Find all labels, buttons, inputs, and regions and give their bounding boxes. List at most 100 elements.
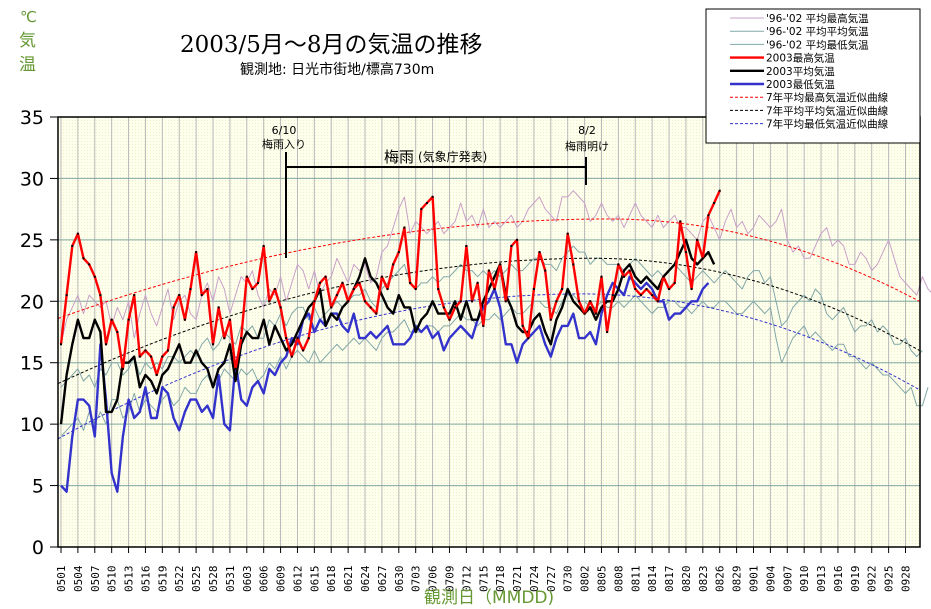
x-tick-label: 0522 bbox=[173, 566, 186, 593]
max-temp-marker bbox=[290, 355, 293, 358]
max-temp-marker bbox=[245, 275, 248, 278]
x-tick-label: 0621 bbox=[342, 566, 355, 593]
max-temp-marker bbox=[296, 337, 299, 340]
max-temp-marker bbox=[223, 337, 226, 340]
max-temp-marker bbox=[555, 300, 558, 303]
max-temp-marker bbox=[65, 294, 68, 297]
y-axis-label-char1: 気 bbox=[19, 31, 36, 51]
series-line-1 bbox=[60, 245, 923, 388]
legend-label: 7年平均最低気温近似曲線 bbox=[766, 118, 889, 131]
max-temp-marker bbox=[217, 306, 220, 309]
max-temp-marker bbox=[482, 324, 485, 327]
max-temp-marker bbox=[431, 195, 434, 198]
max-temp-marker bbox=[437, 288, 440, 290]
max-temp-marker bbox=[572, 263, 575, 266]
max-temp-marker bbox=[110, 318, 113, 321]
max-temp-marker bbox=[228, 318, 231, 321]
y-tick-label: 10 bbox=[20, 414, 44, 436]
max-temp-marker bbox=[234, 367, 237, 370]
max-temp-marker bbox=[105, 343, 108, 346]
legend-label: 7年平均最高気温近似曲線 bbox=[766, 91, 889, 104]
max-temp-marker bbox=[364, 300, 367, 303]
x-tick-label: 0721 bbox=[511, 566, 524, 593]
series-line-2 bbox=[60, 294, 929, 437]
max-temp-marker bbox=[448, 318, 451, 321]
y-tick-label: 15 bbox=[20, 353, 44, 375]
max-temp-marker bbox=[521, 324, 524, 327]
max-temp-marker bbox=[454, 306, 457, 309]
max-temp-marker bbox=[88, 263, 91, 266]
max-temp-marker bbox=[690, 288, 693, 290]
max-temp-marker bbox=[335, 294, 338, 297]
max-temp-marker bbox=[606, 331, 609, 333]
max-temp-marker bbox=[499, 263, 502, 266]
x-tick-label: 0507 bbox=[89, 566, 102, 593]
max-temp-marker bbox=[544, 269, 547, 272]
max-temp-marker bbox=[668, 288, 671, 290]
x-tick-label: 0618 bbox=[325, 566, 338, 593]
max-temp-marker bbox=[262, 245, 265, 247]
max-temp-marker bbox=[527, 337, 530, 340]
x-tick-label: 0703 bbox=[410, 566, 423, 593]
max-temp-marker bbox=[273, 288, 276, 290]
x-tick-label: 0922 bbox=[866, 566, 879, 593]
x-tick-label: 0510 bbox=[106, 566, 119, 593]
chart-title: 2003/5月～8月の気温の推移 bbox=[180, 32, 483, 58]
x-tick-label: 0525 bbox=[190, 566, 203, 593]
max-temp-marker bbox=[324, 275, 327, 278]
max-temp-marker bbox=[195, 251, 198, 254]
y-tick-label: 35 bbox=[20, 107, 44, 129]
max-temp-marker bbox=[189, 288, 192, 290]
max-temp-marker bbox=[656, 300, 659, 303]
x-tick-label: 0624 bbox=[359, 565, 372, 592]
x-tick-label: 0919 bbox=[849, 566, 862, 593]
x-tick-label: 0519 bbox=[156, 566, 169, 593]
x-tick-label: 0910 bbox=[798, 566, 811, 593]
max-temp-marker bbox=[623, 275, 625, 278]
series-line-6 bbox=[57, 218, 920, 319]
max-temp-marker bbox=[392, 263, 395, 266]
max-temp-marker bbox=[532, 288, 535, 290]
y-tick-label: 20 bbox=[20, 291, 44, 313]
max-temp-marker bbox=[465, 245, 468, 247]
legend-label: '96-'02 平均平均気温 bbox=[766, 25, 869, 38]
max-temp-marker bbox=[403, 226, 406, 229]
max-temp-marker bbox=[684, 251, 687, 254]
max-temp-marker bbox=[279, 306, 282, 309]
x-tick-label: 0820 bbox=[680, 566, 693, 593]
max-temp-marker bbox=[651, 294, 654, 297]
legend: '96-'02 平均最高気温'96-'02 平均平均気温'96-'02 平均最低… bbox=[705, 8, 921, 144]
x-tick-label: 0817 bbox=[663, 566, 676, 593]
x-tick-label: 0504 bbox=[72, 565, 85, 592]
max-temp-marker bbox=[493, 288, 496, 290]
max-temp-marker bbox=[121, 367, 124, 370]
x-tick-label: 0709 bbox=[443, 566, 456, 593]
chart-subtitle: 観測地: 日光市街地/標高730m bbox=[240, 61, 434, 78]
x-tick-label: 0913 bbox=[815, 566, 828, 593]
max-temp-marker bbox=[470, 300, 473, 303]
y-tick-label: 5 bbox=[32, 476, 44, 498]
x-tick-label: 0516 bbox=[139, 566, 152, 593]
x-tick-label: 0730 bbox=[562, 566, 575, 593]
max-temp-marker bbox=[71, 245, 74, 247]
max-temp-marker bbox=[76, 232, 79, 235]
x-tick-label: 0901 bbox=[747, 566, 760, 593]
max-temp-marker bbox=[645, 288, 648, 290]
x-tick-label: 0925 bbox=[883, 566, 896, 593]
x-tick-label: 0802 bbox=[579, 566, 592, 593]
tsuyu-main-label: 梅雨 bbox=[384, 148, 414, 166]
x-tick-label: 0727 bbox=[545, 566, 558, 593]
max-temp-marker bbox=[662, 275, 665, 278]
max-temp-marker bbox=[459, 300, 462, 303]
x-axis: 0501 0504 0507 0510 0513 0516 0519 0522 0525 0528… bbox=[55, 547, 913, 592]
y-tick-label: 0 bbox=[32, 537, 44, 559]
legend-label: 7年平均平均気温近似曲線 bbox=[766, 104, 889, 117]
max-temp-marker bbox=[577, 300, 580, 303]
max-temp-marker bbox=[352, 288, 355, 290]
x-tick-label: 0715 bbox=[477, 566, 490, 593]
x-tick-label: 0808 bbox=[612, 566, 625, 593]
max-temp-marker bbox=[144, 349, 147, 352]
x-tick-label: 0513 bbox=[123, 566, 136, 593]
x-tick-label: 0706 bbox=[427, 566, 440, 593]
x-tick-label: 0724 bbox=[528, 565, 541, 592]
